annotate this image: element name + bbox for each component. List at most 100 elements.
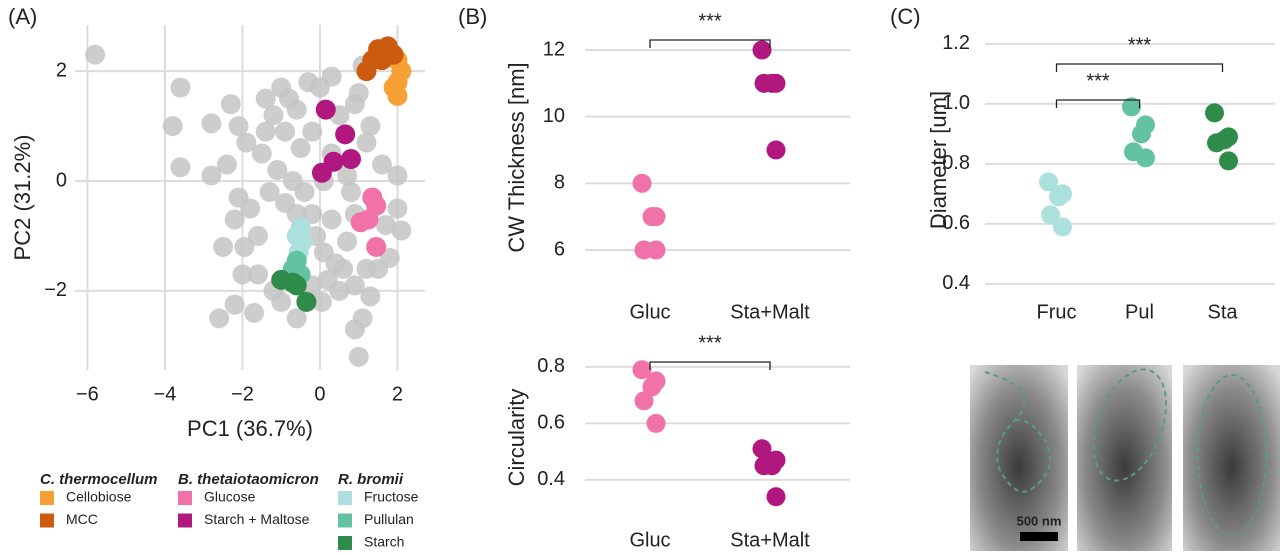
- x-tick-label: Pul: [1125, 301, 1154, 323]
- point: [753, 41, 772, 60]
- micrograph: [1077, 365, 1172, 551]
- legend-label: Cellobiose: [66, 489, 132, 505]
- y-tick-label: 1.2: [942, 32, 970, 54]
- point: [635, 391, 654, 410]
- y-tick-label: 2: [56, 59, 67, 81]
- point: [163, 116, 183, 136]
- point: [248, 264, 268, 284]
- legend-label: MCC: [66, 511, 98, 527]
- point: [225, 295, 245, 315]
- point: [349, 347, 369, 367]
- point: [360, 116, 380, 136]
- point: [213, 237, 233, 257]
- legend-swatch: [178, 514, 192, 528]
- y-tick-label: 6: [554, 238, 565, 260]
- y-axis-label: Diameter [um]: [926, 91, 951, 229]
- point: [1132, 124, 1151, 143]
- point: [252, 144, 272, 164]
- point: [767, 141, 786, 160]
- y-tick-label: −2: [44, 279, 67, 301]
- x-tick-label: Sta+Malt: [730, 301, 810, 323]
- point: [345, 319, 365, 339]
- legend-swatch: [178, 491, 192, 505]
- legend-label: Pullulan: [364, 511, 414, 527]
- point: [366, 237, 386, 257]
- legend-swatch: [338, 536, 352, 550]
- x-tick-label: −4: [154, 383, 177, 405]
- point: [337, 231, 357, 251]
- x-tick-label: −2: [231, 383, 254, 405]
- y-tick-label: 12: [543, 38, 565, 60]
- point: [201, 113, 221, 133]
- point: [85, 45, 105, 65]
- legend-swatch: [338, 514, 352, 528]
- point: [201, 166, 221, 186]
- point: [298, 72, 318, 92]
- point: [302, 122, 322, 142]
- point: [316, 100, 336, 120]
- point: [341, 149, 361, 169]
- figure: (A) (B) (C) 500 nm −6−4−202−202PC1 (36.7…: [0, 0, 1282, 556]
- point: [341, 182, 361, 202]
- panel-label: (B): [458, 4, 487, 29]
- point: [368, 259, 388, 279]
- legend-swatch: [40, 514, 54, 528]
- point: [221, 94, 241, 114]
- x-tick-label: Sta+Malt: [730, 529, 810, 551]
- x-tick-label: 0: [314, 383, 325, 405]
- y-tick-label: 8: [554, 172, 565, 194]
- point: [256, 122, 276, 142]
- point: [391, 220, 411, 240]
- significance-bracket: [650, 40, 770, 48]
- legend-swatch: [338, 491, 352, 505]
- point: [287, 100, 307, 120]
- legend-title: C. thermocellum: [40, 471, 158, 488]
- point: [283, 273, 303, 293]
- legend-title: R. bromii: [338, 471, 404, 488]
- point: [360, 286, 380, 306]
- x-tick-label: Gluc: [629, 529, 670, 551]
- point: [244, 303, 264, 323]
- point: [358, 209, 378, 229]
- x-tick-label: Gluc: [629, 301, 670, 323]
- point: [333, 259, 353, 279]
- point: [296, 292, 316, 312]
- point: [755, 456, 774, 475]
- point: [291, 138, 311, 158]
- point: [1053, 217, 1072, 236]
- x-axis-label: PC1 (36.7%): [187, 416, 313, 441]
- micrographs: 500 nm: [970, 360, 1280, 551]
- point: [335, 124, 355, 144]
- point: [170, 157, 190, 177]
- x-tick-label: −6: [76, 383, 99, 405]
- scale-label: 500 nm: [1017, 513, 1062, 528]
- point: [643, 207, 662, 226]
- point: [256, 89, 276, 109]
- point: [225, 209, 245, 229]
- y-tick-label: 0.4: [537, 468, 565, 490]
- significance-label: ***: [698, 10, 722, 32]
- significance-label: ***: [1086, 70, 1110, 92]
- y-tick-label: 10: [543, 105, 565, 127]
- point: [767, 487, 786, 506]
- y-tick-label: 0: [56, 169, 67, 191]
- point: [647, 414, 666, 433]
- point: [1205, 103, 1224, 122]
- point: [647, 241, 666, 260]
- legend-label: Starch: [364, 534, 404, 550]
- point: [294, 182, 314, 202]
- point: [1136, 148, 1155, 167]
- x-tick-label: Fruc: [1037, 301, 1077, 323]
- significance-bracket: [1057, 64, 1223, 72]
- panel-label: (A): [8, 4, 37, 29]
- point: [1049, 187, 1068, 206]
- y-tick-label: 0.8: [537, 355, 565, 377]
- point: [248, 226, 268, 246]
- point: [387, 198, 407, 218]
- x-tick-label: Sta: [1207, 301, 1238, 323]
- y-axis-label: PC2 (31.2%): [10, 135, 35, 261]
- y-tick-label: 0.6: [537, 412, 565, 434]
- point: [1219, 151, 1238, 170]
- point: [170, 78, 190, 98]
- point: [1207, 133, 1226, 152]
